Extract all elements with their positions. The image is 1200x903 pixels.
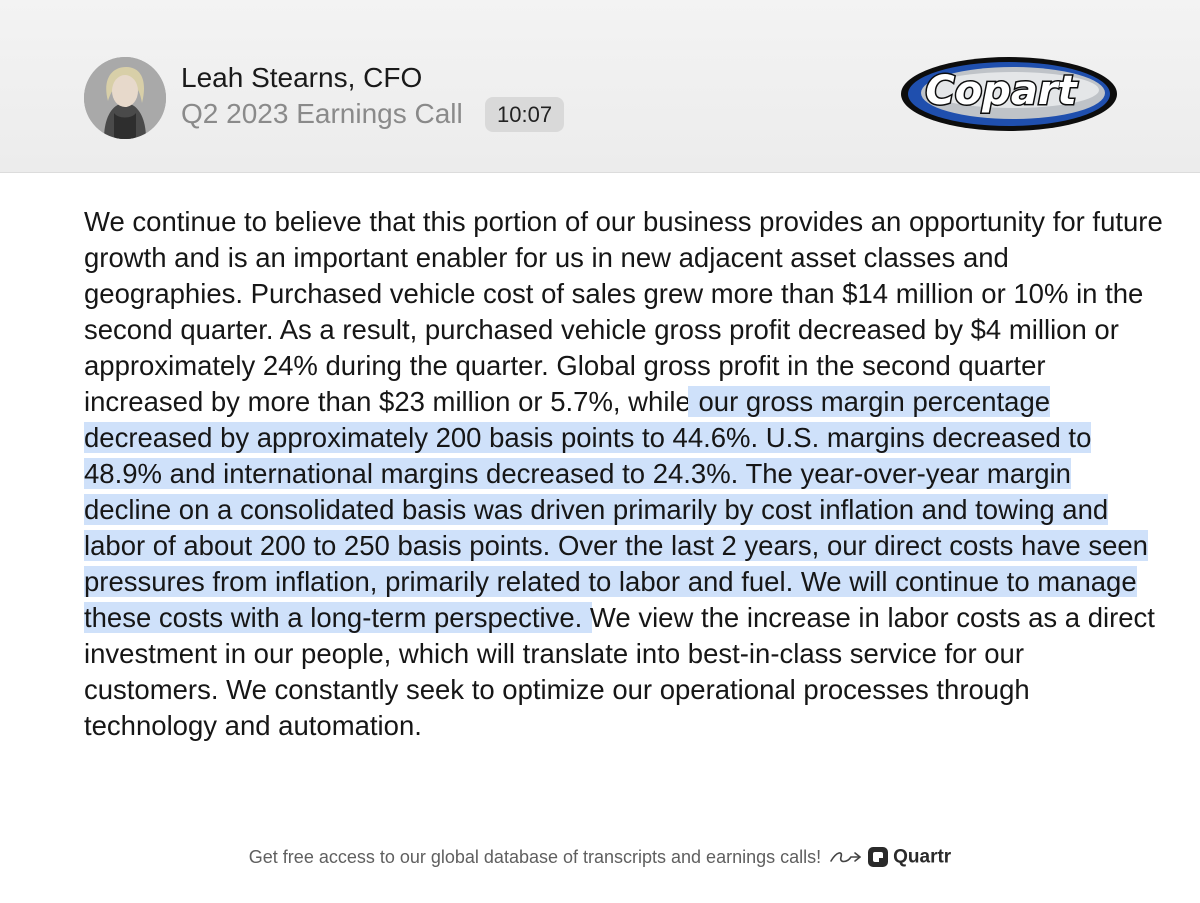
footer[interactable]: Get free access to our global database o… — [0, 846, 1200, 868]
company-logo: Copart — [893, 52, 1121, 136]
quartr-logo-icon — [868, 847, 889, 868]
transcript-after-highlight: We view the increase in labor costs as a… — [84, 602, 1155, 741]
footer-cta-text[interactable]: Get free access to our global database o… — [248, 846, 822, 867]
speaker-avatar — [84, 57, 166, 139]
transcript-before-highlight: We continue to believe that this portion… — [84, 206, 1163, 417]
transcript-highlighted: our gross margin percentage decreased by… — [84, 386, 1148, 633]
curly-arrow-icon — [830, 852, 861, 863]
event-title: Q2 2023 Earnings Call — [181, 98, 463, 129]
timestamp-badge: 10:07 — [485, 97, 565, 132]
transcript-text: We continue to believe that this portion… — [84, 204, 1164, 744]
copart-logo-text: Copart — [925, 68, 1078, 114]
speaker-name: Leah Stearns, CFO — [181, 62, 423, 93]
header: Leah Stearns, CFO Q2 2023 Earnings Call … — [0, 0, 1200, 173]
quartr-brand[interactable]: Quartr — [893, 846, 952, 868]
